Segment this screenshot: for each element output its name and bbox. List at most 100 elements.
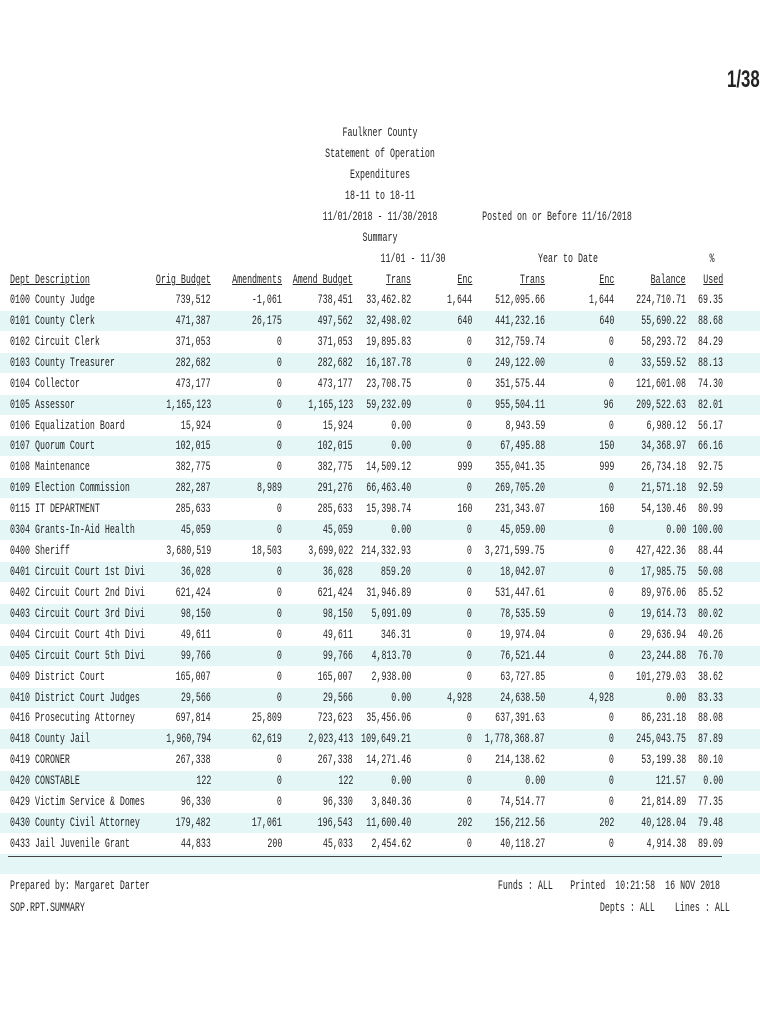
cell-value: 1,644 [447,292,472,307]
dept-name: 0100 County Judge [10,292,95,307]
dept-name: 0109 Election Commission [10,480,130,496]
cell-value: 4,914.38 [646,836,686,851]
cell-value: 44,833 [181,836,211,851]
cell-value: 0 [609,605,614,621]
dept-name: 0304 Grants-In-Aid Health [10,522,135,538]
cell-value: 382,775 [176,459,211,475]
cell-value: 0 [467,773,472,789]
funds-filter: Funds : ALL [498,878,553,893]
row-stripe [0,771,760,792]
cell-value: 1,644 [589,292,614,307]
header-line: Summary [362,230,398,245]
cell-value: 92.59 [698,480,723,496]
cell-value: 0 [609,794,614,810]
cell-value: 53,199.38 [641,752,686,768]
dept-name: 0404 Circuit Court 4th Divi [10,626,145,642]
cell-value: 0 [467,480,472,496]
cell-value: -1,061 [252,292,282,307]
row-stripe [0,478,760,499]
group-header: % [709,251,715,266]
cell-value: 0 [277,647,282,663]
cell-value: 0.00 [525,773,545,789]
cell-value: 3,840.36 [371,794,411,810]
cell-value: 76.70 [698,647,723,663]
cell-value: 92.75 [698,459,723,475]
cell-value: 109,649.21 [361,731,411,747]
cell-value: 6,980.12 [646,417,686,433]
posted-date: Posted on or Before 11/16/2018 [482,209,632,224]
cell-value: 29,636.94 [641,626,686,642]
cell-value: 15,924 [181,417,211,433]
cell-value: 96,330 [323,794,353,810]
cell-value: 0.00 [666,689,686,705]
cell-value: 0.00 [666,522,686,538]
cell-value: 621,424 [318,584,353,600]
cell-value: 0 [467,417,472,433]
row-stripe [0,854,760,874]
dept-name: 0101 County Clerk [10,312,95,328]
cell-value: 40,128.04 [641,815,686,831]
cell-value: 640 [457,312,472,328]
cell-value: 58,293.72 [641,333,686,349]
cell-value: 0 [277,396,282,412]
cell-value: 0 [467,333,472,349]
cell-value: 0 [609,564,614,579]
dept-name: 0429 Victim Service & Domes [10,794,145,810]
group-header: Year to Date [538,251,598,266]
cell-value: 89,976.06 [641,584,686,600]
cell-value: 1,960,794 [166,731,211,747]
cell-value: 38.62 [698,668,723,684]
cell-value: 0 [277,375,282,391]
cell-value: 36,028 [181,564,211,579]
cell-value: 66.16 [698,438,723,454]
cell-value: 0 [467,375,472,391]
cell-value: 512,095.66 [495,292,545,307]
cell-value: 66,463.40 [366,480,411,496]
cell-value: 56.17 [698,417,723,433]
dept-name: 0106 Equalization Board [10,417,125,433]
cell-value: 267,338 [318,752,353,768]
cell-value: 45,033 [323,836,353,851]
cell-value: 0 [609,626,614,642]
page-number: 1/38 [727,66,760,93]
dept-name: 0419 CORONER [10,752,70,768]
cell-value: 18,503 [252,543,282,559]
cell-value: 78,535.59 [500,605,545,621]
dept-name: 0402 Circuit Court 2nd Divi [10,584,145,600]
cell-value: 80.02 [698,605,723,621]
cell-value: 96,330 [181,794,211,810]
cell-value: 249,122.00 [495,354,545,370]
cell-value: 24,638.50 [500,689,545,705]
cell-value: 0 [467,731,472,747]
cell-value: 33,462.82 [366,292,411,307]
cell-value: 0 [277,417,282,433]
cell-value: 697,814 [176,710,211,726]
cell-value: 35,456.06 [366,710,411,726]
cell-value: 40,118.27 [500,836,545,851]
dept-name: 0418 County Jail [10,731,90,747]
cell-value: 54,130.46 [641,501,686,517]
cell-value: 49,611 [323,626,353,642]
cell-value: 200 [267,836,282,851]
cell-value: 0 [467,794,472,810]
cell-value: 0 [277,459,282,475]
cell-value: 0 [609,417,614,433]
cell-value: 40.26 [698,626,723,642]
cell-value: 98,150 [181,605,211,621]
column-header: Enc [457,272,472,287]
cell-value: 100.00 [693,522,723,538]
cell-value: 0 [467,564,472,579]
cell-value: 0 [609,354,614,370]
cell-value: 0 [609,668,614,684]
cell-value: 85.52 [698,584,723,600]
dept-name: 0108 Maintenance [10,459,90,475]
cell-value: 0 [609,710,614,726]
header-line: Statement of Operation [325,146,435,161]
cell-value: 121,601.08 [636,375,686,391]
cell-value: 214,138.62 [495,752,545,768]
cell-value: 4,928 [589,689,614,705]
lines-filter: Lines : ALL [675,900,730,915]
column-header: Amendments [232,272,282,287]
cell-value: 165,007 [176,668,211,684]
cell-value: 1,778,368.87 [485,731,545,747]
